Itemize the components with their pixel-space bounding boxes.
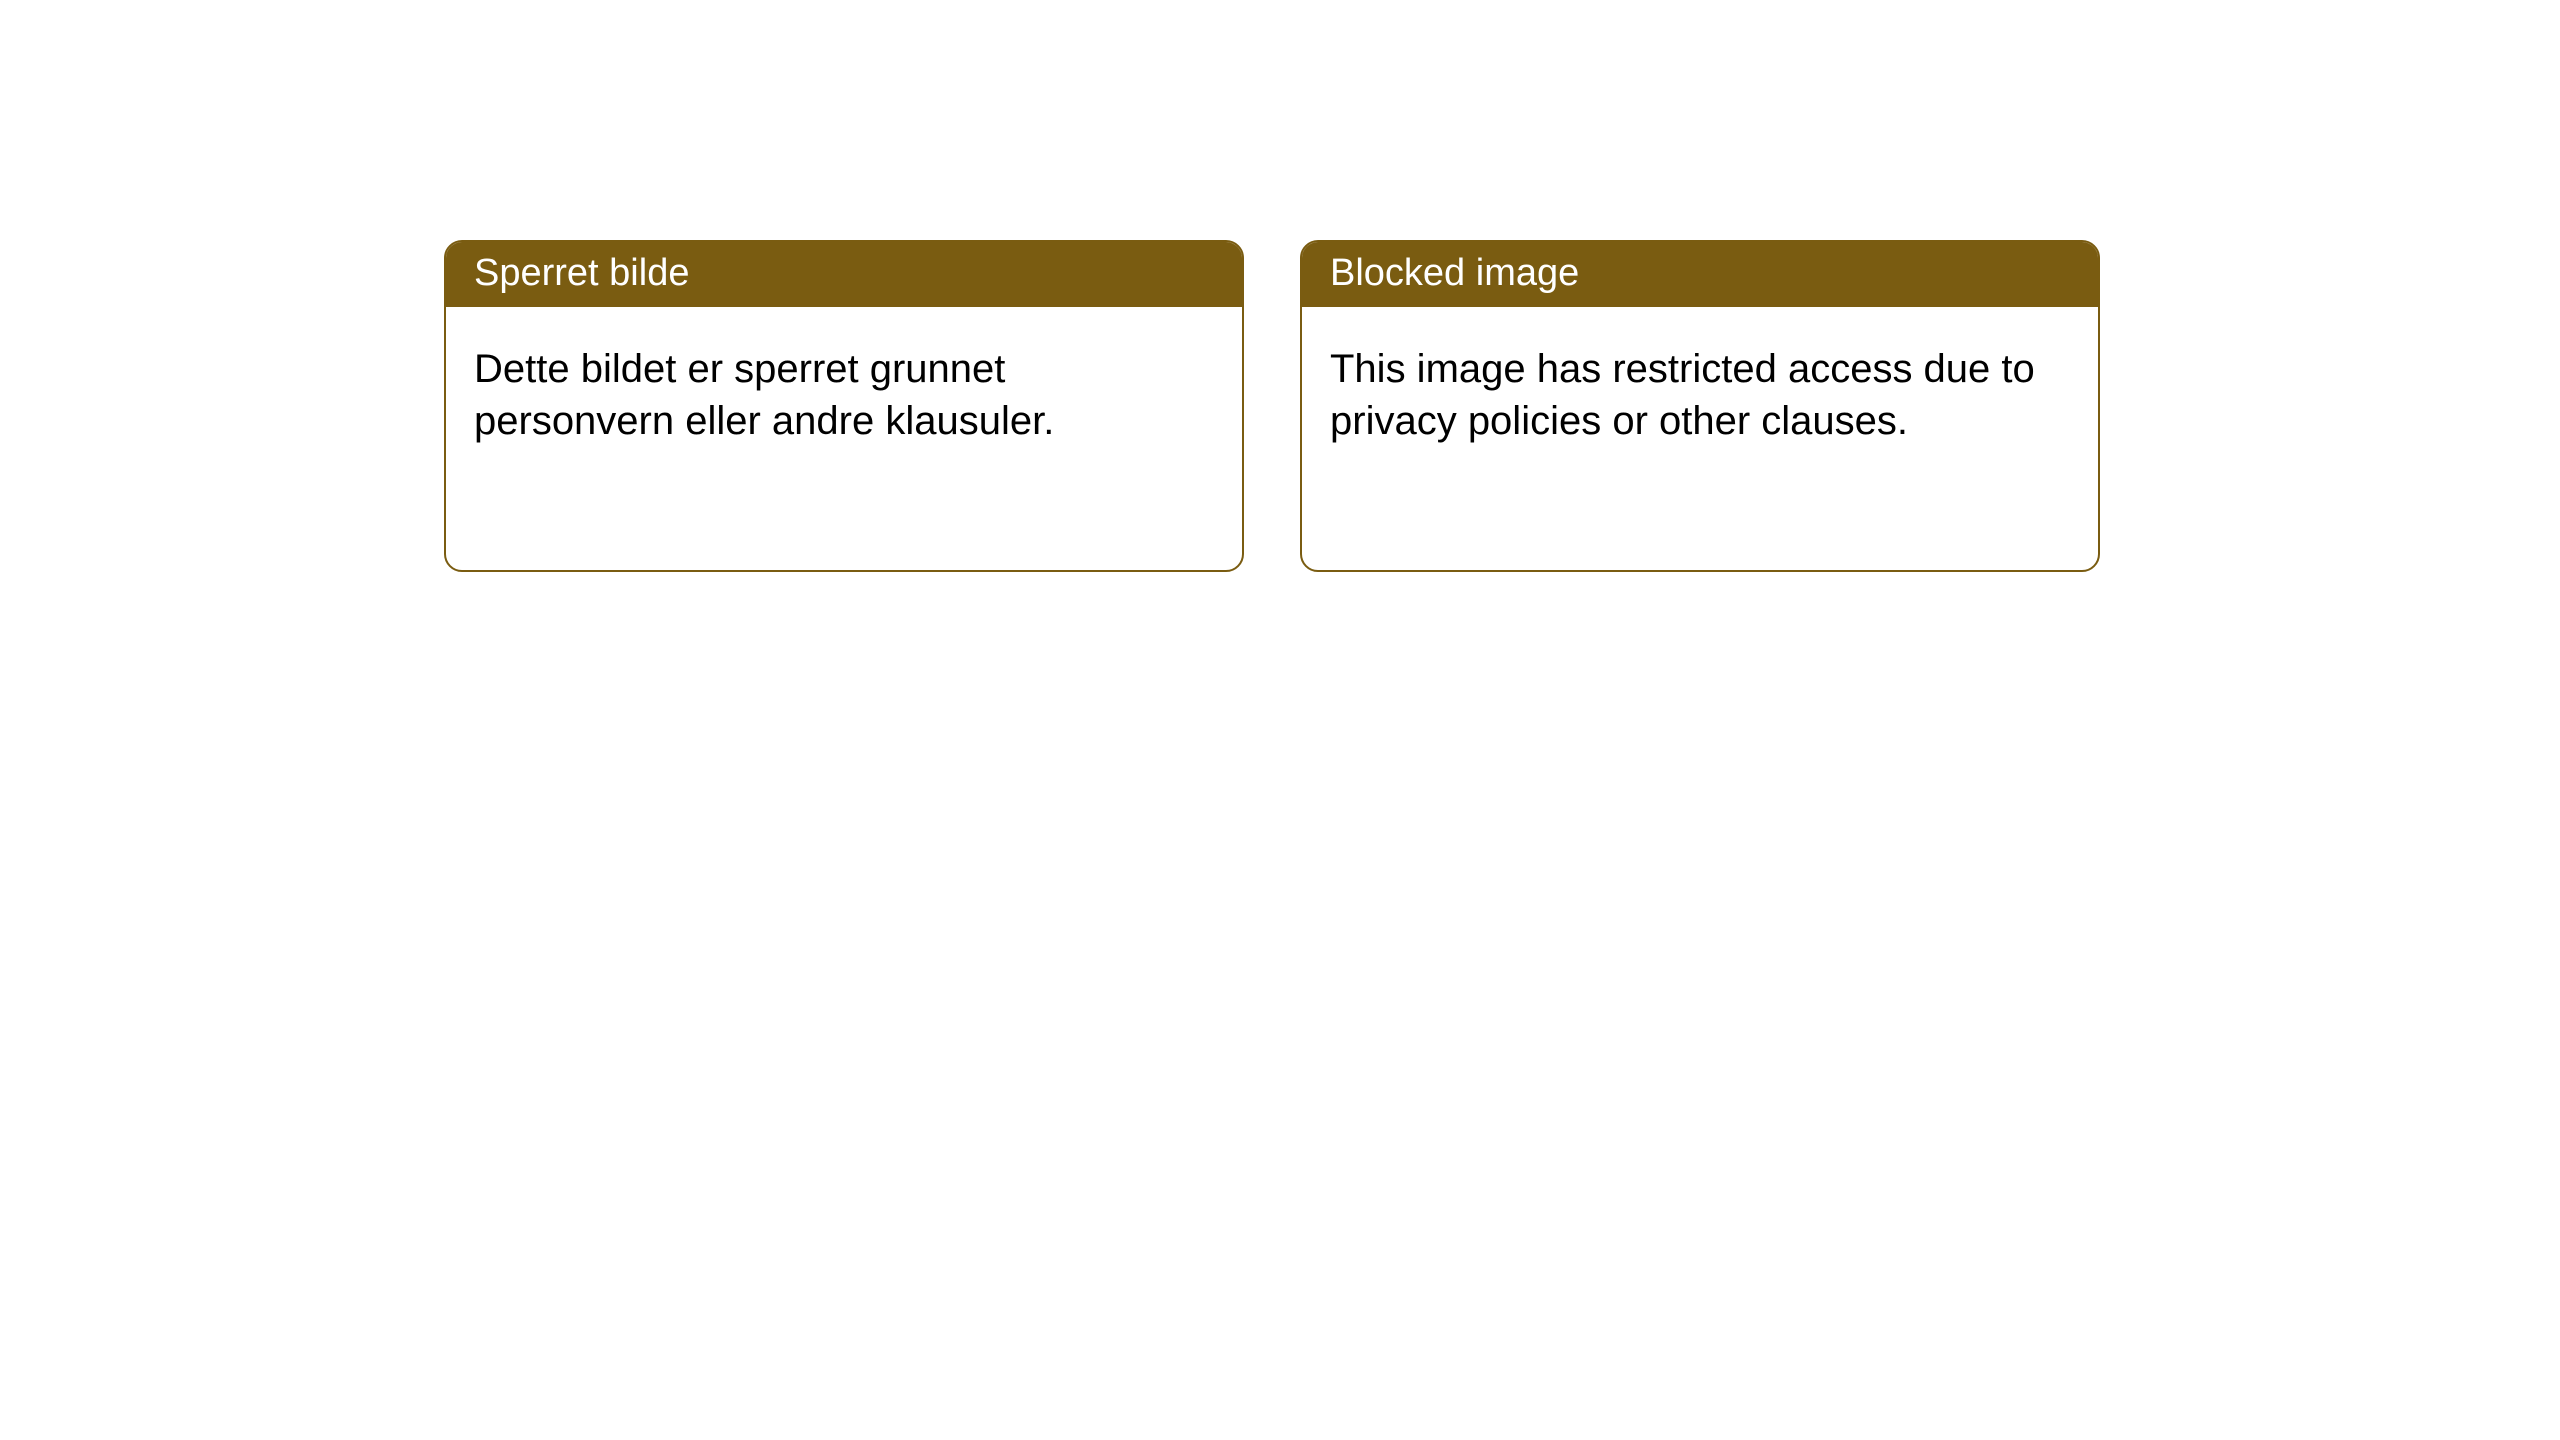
card-header: Sperret bilde <box>446 242 1242 307</box>
card-body: Dette bildet er sperret grunnet personve… <box>446 307 1242 475</box>
card-body: This image has restricted access due to … <box>1302 307 2098 475</box>
card-header: Blocked image <box>1302 242 2098 307</box>
cards-container: Sperret bilde Dette bildet er sperret gr… <box>0 0 2560 572</box>
blocked-image-card-no: Sperret bilde Dette bildet er sperret gr… <box>444 240 1244 572</box>
blocked-image-card-en: Blocked image This image has restricted … <box>1300 240 2100 572</box>
